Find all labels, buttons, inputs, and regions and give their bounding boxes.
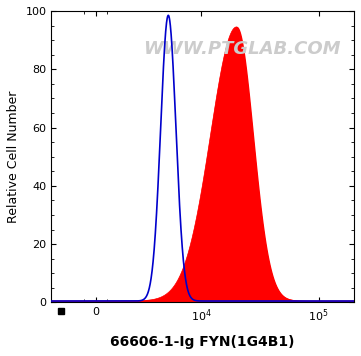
X-axis label: 66606-1-Ig FYN(1G4B1): 66606-1-Ig FYN(1G4B1) — [110, 335, 295, 349]
Text: WWW.PTGLAB.COM: WWW.PTGLAB.COM — [143, 40, 341, 58]
Y-axis label: Relative Cell Number: Relative Cell Number — [7, 90, 20, 223]
